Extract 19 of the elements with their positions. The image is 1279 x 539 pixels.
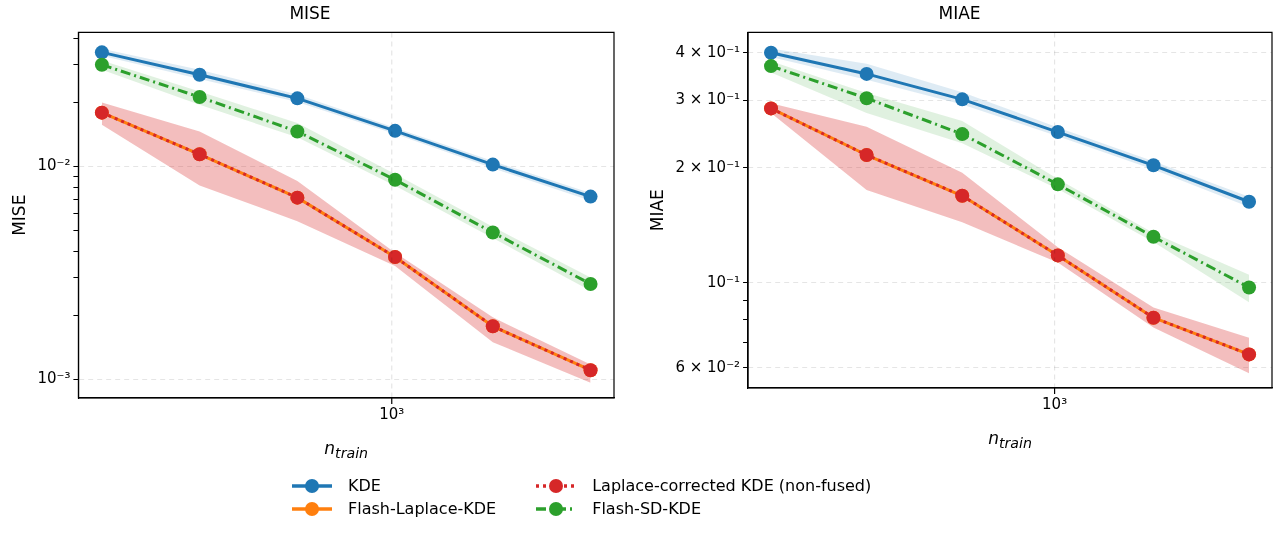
y-axis-title: MIAE [646,189,667,232]
y-tick-label: 10⁻¹ [707,272,741,291]
y-tick-label: 10⁻² [37,156,71,175]
legend-label: Flash-SD-KDE [592,499,702,518]
y-tick-label: 6 × 10⁻² [675,357,741,376]
y-axis-title: MISE [8,194,29,236]
x-axis-title: n$_{train}$ [324,438,369,462]
legend-label: Laplace-corrected KDE (non-fused) [592,476,872,495]
text: 10³ [379,405,405,424]
legend-label: KDE [348,476,381,495]
legend-label: Flash-Laplace-KDE [348,499,497,518]
text: 10³ [1042,395,1068,414]
y-tick-label: 2 × 10⁻¹ [675,157,741,176]
y-tick-label: 3 × 10⁻¹ [675,90,741,109]
y-tick-label: 4 × 10⁻¹ [675,42,741,61]
chart-title: MIAE [938,2,981,23]
chart-title: MISE [289,2,331,23]
y-tick-label: 10⁻³ [37,368,71,387]
x-axis-title: n$_{train}$ [988,428,1032,452]
